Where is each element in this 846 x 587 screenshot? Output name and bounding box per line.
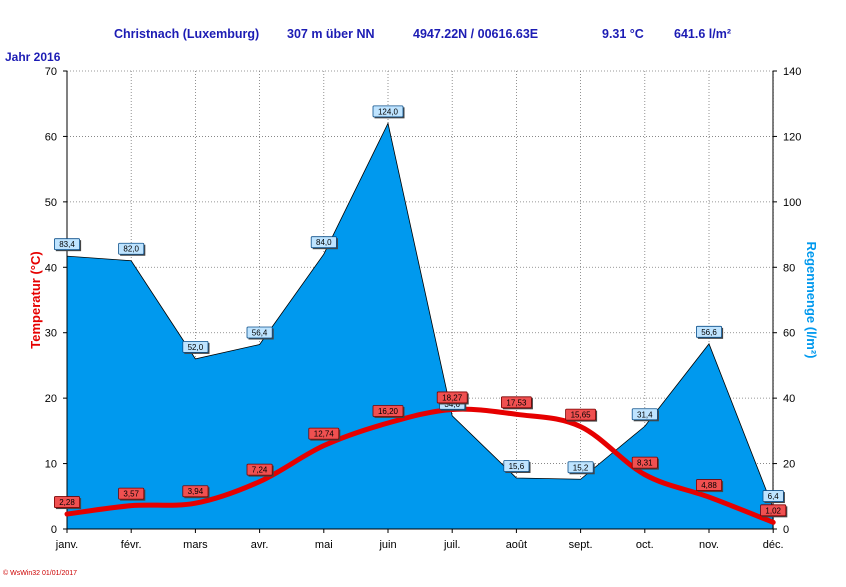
temp-data-label: 2,28: [59, 498, 75, 507]
rain-data-label-box: [503, 460, 530, 472]
x-tick-label: oct.: [636, 539, 654, 551]
rain-area: [66, 122, 774, 530]
y-tick-label-left: 10: [45, 459, 57, 471]
x-tick-label: mai: [315, 539, 333, 551]
temp-data-label: 8,31: [637, 459, 653, 468]
rain-data-label: 83,4: [59, 240, 75, 249]
temp-data-label-box: [118, 487, 145, 500]
temp-data-label-box: [760, 504, 787, 517]
y-tick-label-left: 20: [45, 393, 57, 405]
rain-data-label: 52,0: [188, 343, 204, 352]
y-tick-label-left: 50: [45, 197, 57, 209]
rain-data-label-box: [310, 236, 337, 249]
x-tick-label: déc.: [763, 539, 784, 551]
temp-data-label-box: [372, 405, 404, 417]
temp-data-label: 16,20: [378, 407, 399, 416]
y-tick-label-left: 70: [45, 66, 57, 78]
temp-data-label-box: [308, 427, 340, 440]
x-tick-label: févr.: [121, 539, 142, 551]
x-tick-label: nov.: [699, 539, 719, 551]
tick-labels: 0 10 20 30 40 50 60 70 0 20 40 60 80 100 120 140 janv. fé…: [45, 66, 802, 551]
rain-data-label: 56,6: [701, 328, 717, 337]
station-name: Christnach (Luxemburg): [114, 27, 260, 41]
rain-data-label: 15,2: [573, 463, 589, 472]
y-tick-label-right: 80: [783, 262, 795, 274]
y-axis-label-right: Regenmenge (l/m²): [804, 241, 819, 358]
rain-data-label: 31,4: [637, 410, 653, 419]
temp-data-label-box: [182, 485, 209, 498]
temp-data-label-box: [500, 396, 532, 409]
y-tick-label-right: 0: [783, 524, 789, 536]
temp-data-label-box: [696, 479, 723, 491]
x-tick-label: août: [506, 539, 527, 551]
x-tick-label: avr.: [251, 539, 269, 551]
temp-data-label: 17,53: [506, 398, 527, 407]
rain-data-label: 56,4: [252, 328, 268, 337]
rain-data-label: 84,0: [316, 238, 332, 247]
y-tick-label-right: 120: [783, 131, 801, 143]
temp-data-label: 3,94: [188, 487, 204, 496]
rain-data-label-box: [696, 325, 723, 338]
rain-data-label: 82,0: [123, 245, 139, 254]
temperature-series: [64, 406, 776, 525]
rain-data-label-box: [631, 408, 658, 421]
rain-data-label-box: [246, 326, 273, 339]
footer-credit: © WsWin32 01/01/2017: [3, 570, 78, 577]
x-tick-label: mars: [183, 539, 208, 551]
x-tick-label: janv.: [55, 539, 78, 551]
temp-data-label-box: [54, 496, 81, 508]
temp-data-label: 15,65: [571, 411, 592, 420]
temp-data-label: 3,57: [123, 490, 139, 499]
rain-data-label-box: [118, 242, 145, 255]
rain-data-label-box: [372, 105, 404, 118]
rain-data-label-box: [54, 238, 81, 251]
temp-data-label: 18,27: [442, 393, 463, 402]
temp-data-label-box: [565, 408, 596, 421]
station-coordinates: 4947.22N / 00616.63E: [413, 27, 539, 41]
station-elevation: 307 m über NN: [287, 27, 375, 41]
temp-data-label-box: [436, 391, 468, 404]
x-tick-label: sept.: [569, 539, 593, 551]
temp-data-label-box: [246, 463, 273, 476]
temp-data-label: 7,24: [252, 466, 268, 475]
temp-data-label: 4,88: [701, 481, 717, 490]
year-label: Jahr 2016: [5, 50, 61, 64]
y-tick-label-right: 140: [783, 66, 801, 78]
x-tick-label: juin: [378, 539, 396, 551]
data-labels: 83,482,052,056,484,0124,034,615,615,231,…: [54, 105, 788, 518]
y-tick-label-left: 30: [45, 328, 57, 340]
y-tick-label-right: 20: [783, 459, 795, 471]
rain-data-label-box: [182, 340, 209, 353]
y-tick-label-left: 0: [51, 524, 57, 536]
rain-data-label: 124,0: [378, 107, 399, 116]
temperature-line: [64, 406, 776, 525]
y-tick-label-right: 60: [783, 328, 795, 340]
axes: [63, 70, 777, 533]
rain-data-label: 6,4: [768, 492, 780, 501]
y-tick-label-right: 100: [783, 197, 801, 209]
rain-series: [66, 122, 774, 530]
rain-data-label-box: [567, 461, 594, 474]
mean-temperature: 9.31 °C: [602, 27, 644, 41]
rain-data-label-box: [762, 490, 784, 502]
rain-data-label: 15,6: [509, 462, 525, 471]
x-tick-label: juil.: [443, 539, 461, 551]
y-tick-label-left: 40: [45, 262, 57, 274]
temp-data-label: 12,74: [314, 430, 335, 439]
total-rainfall: 641.6 l/m²: [674, 27, 731, 41]
temp-data-label: 1,02: [765, 506, 781, 515]
y-tick-label-right: 40: [783, 393, 795, 405]
temp-data-label-box: [631, 456, 658, 469]
y-axis-label-left: Temperatur (°C): [28, 251, 43, 348]
y-tick-label-left: 60: [45, 131, 57, 143]
